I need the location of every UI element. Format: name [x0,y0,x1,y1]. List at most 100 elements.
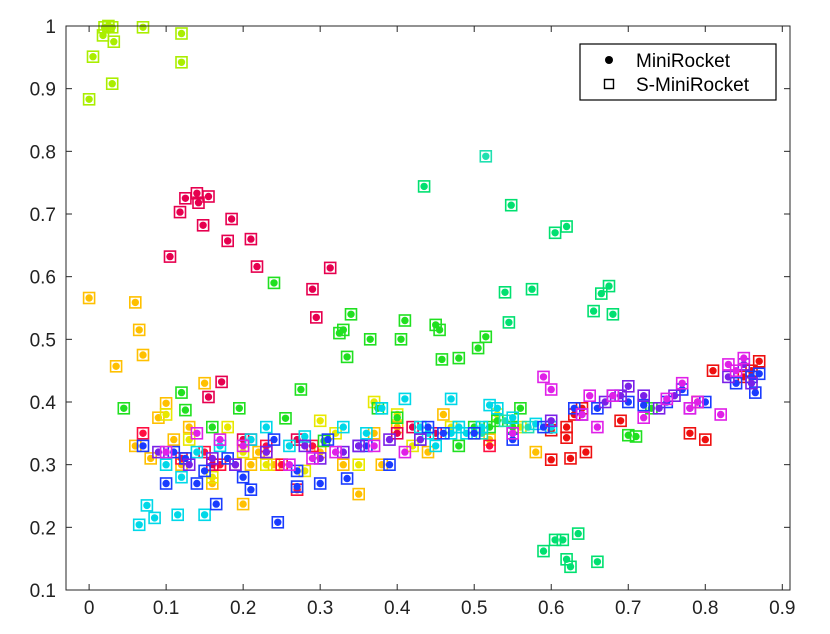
point-s-minirocket [575,408,589,421]
point-s-minirocket [336,458,350,472]
point-minirocket [416,435,424,444]
point-minirocket [420,182,428,191]
point-s-minirocket [259,458,273,472]
point-minirocket [589,307,598,315]
point-s-minirocket [105,20,119,34]
point-minirocket [177,58,186,66]
point-minirocket [505,318,513,327]
x-tick-label: 0.7 [615,598,641,619]
point-s-minirocket [429,439,443,453]
point-minirocket [177,473,186,481]
point-minirocket [447,395,455,403]
point-minirocket [316,479,324,488]
point-minirocket [562,222,571,231]
point-s-minirocket [360,426,373,440]
point-minirocket [293,482,301,491]
point-minirocket [194,199,203,207]
point-minirocket [740,354,748,362]
point-s-minirocket [417,180,431,193]
point-s-minirocket [602,279,616,293]
point-minirocket [185,461,193,469]
x-tick-label: 0 [84,598,95,619]
point-minirocket [516,404,525,412]
point-s-minirocket [233,401,246,415]
point-minirocket [181,406,190,414]
point-s-minirocket [529,445,543,459]
point-minirocket [401,395,409,403]
point-s-minirocket [544,414,558,428]
point-minirocket [162,399,170,407]
point-minirocket [609,310,617,318]
point-s-minirocket [159,477,173,490]
point-minirocket [655,404,663,412]
point-minirocket [593,558,602,566]
point-s-minirocket [206,420,219,434]
point-minirocket [701,435,709,444]
point-s-minirocket [560,420,573,434]
point-s-minirocket [514,401,527,415]
point-s-minirocket [479,150,493,163]
point-s-minirocket [159,445,173,459]
point-minirocket [270,279,278,287]
point-s-minirocket [483,439,496,453]
point-minirocket [474,344,482,352]
point-minirocket [432,442,440,450]
point-minirocket [539,547,548,555]
point-minirocket [174,511,182,519]
x-tick-label: 0.9 [769,598,795,619]
point-minirocket [435,326,444,334]
point-minirocket [162,410,170,419]
y-tick-label: 0.1 [30,581,56,602]
point-minirocket [262,448,270,456]
y-tick-label: 0.2 [30,518,56,539]
point-s-minirocket [159,408,173,421]
point-minirocket [135,326,143,334]
legend-marker-minirocket [605,56,613,64]
point-s-minirocket [504,198,518,212]
point-minirocket [616,417,625,425]
point-minirocket [297,385,305,394]
point-minirocket [566,563,575,571]
point-minirocket [501,288,509,296]
point-minirocket [281,414,290,422]
point-minirocket [262,423,270,431]
point-s-minirocket [148,511,161,525]
point-s-minirocket [175,470,188,484]
point-s-minirocket [213,433,227,446]
point-s-minirocket [109,359,123,373]
point-minirocket [285,461,294,469]
point-s-minirocket [544,453,558,467]
point-s-minirocket [140,499,154,512]
point-minirocket [308,454,317,463]
point-s-minirocket [637,411,651,425]
point-minirocket [507,201,515,209]
point-minirocket [378,404,386,412]
point-s-minirocket [167,433,181,446]
legend: MiniRocket S-MiniRocket [579,43,777,101]
point-minirocket [89,53,97,61]
point-s-minirocket [271,515,285,529]
point-minirocket [717,410,725,419]
point-s-minirocket [537,420,550,434]
point-s-minirocket [421,420,435,434]
point-s-minirocket [435,353,449,366]
point-s-minirocket [606,307,620,321]
point-minirocket [686,429,694,437]
point-minirocket [262,461,270,469]
point-s-minirocket [467,426,481,440]
point-s-minirocket [571,527,585,540]
point-s-minirocket [179,403,192,417]
point-s-minirocket [498,414,512,428]
point-s-minirocket [737,351,751,365]
point-s-minirocket [283,458,296,472]
point-s-minirocket [175,55,188,69]
point-s-minirocket [483,398,496,412]
point-s-minirocket [537,544,550,558]
point-s-minirocket [221,420,234,434]
point-s-minirocket [323,261,337,275]
point-s-minirocket [340,350,354,364]
point-minirocket [177,29,186,38]
point-s-minirocket [152,411,165,425]
point-minirocket [362,429,371,437]
point-minirocket [131,298,139,307]
